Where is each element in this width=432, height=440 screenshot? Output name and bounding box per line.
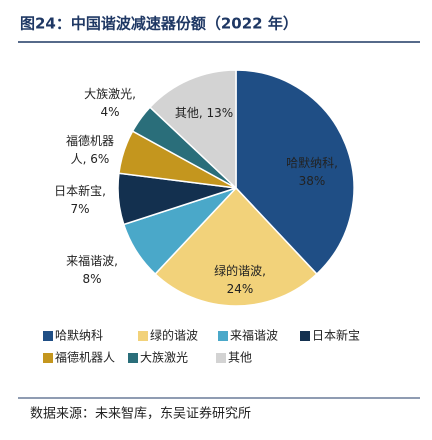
data-label-line: 7% bbox=[70, 202, 89, 216]
data-label-line: 哈默纳科, bbox=[286, 155, 338, 170]
data-label-line: 绿的谐波, bbox=[214, 263, 266, 278]
data-label: 绿的谐波, 24% bbox=[214, 263, 266, 296]
data-label-line: 24% bbox=[227, 282, 254, 296]
legend-swatch bbox=[43, 353, 53, 363]
pie-slice bbox=[148, 69, 237, 190]
data-label: 其他, 13% bbox=[175, 106, 233, 120]
data-label-line: 4% bbox=[100, 105, 119, 119]
legend-label: 来福谐波 bbox=[230, 328, 278, 343]
pie-slice bbox=[235, 69, 355, 276]
legend-swatch bbox=[43, 331, 53, 341]
data-label: 哈默纳科, 38% bbox=[286, 155, 338, 188]
data-label-line: 人, 6% bbox=[71, 152, 110, 166]
legend-swatch bbox=[218, 331, 228, 341]
pie-slice bbox=[154, 186, 318, 307]
data-label-line: 福德机器 bbox=[66, 133, 114, 148]
data-label-line: 8% bbox=[82, 272, 101, 286]
source: 数据来源：未来智库，东吴证券研究所 bbox=[30, 406, 251, 422]
legend-label: 其他 bbox=[228, 351, 252, 365]
legend-swatch bbox=[216, 353, 226, 363]
chart-title: 图24：中国谐波减速器份额（2022 年） bbox=[20, 15, 298, 33]
data-label-line: 38% bbox=[299, 174, 326, 188]
data-label-line: 大族激光, bbox=[84, 87, 136, 101]
legend-label: 绿的谐波 bbox=[150, 328, 198, 343]
legend-label: 哈默纳科 bbox=[55, 328, 103, 343]
data-label: 日本新宝, 7% bbox=[54, 183, 106, 216]
data-label-line: 其他, 13% bbox=[175, 106, 233, 120]
data-label: 来福谐波, 8% bbox=[66, 253, 118, 286]
data-label-line: 来福谐波, bbox=[66, 253, 118, 268]
data-label-line: 日本新宝, bbox=[54, 183, 106, 198]
data-label: 大族激光, 4% bbox=[84, 87, 136, 119]
legend-label: 日本新宝 bbox=[312, 328, 360, 343]
data-label: 福德机器人, 6% bbox=[66, 133, 114, 166]
legend-label: 大族激光 bbox=[140, 351, 188, 365]
legend-swatch bbox=[300, 331, 310, 341]
legend-swatch bbox=[138, 331, 148, 341]
legend-swatch bbox=[128, 353, 138, 363]
legend-label: 福德机器人 bbox=[55, 350, 115, 365]
